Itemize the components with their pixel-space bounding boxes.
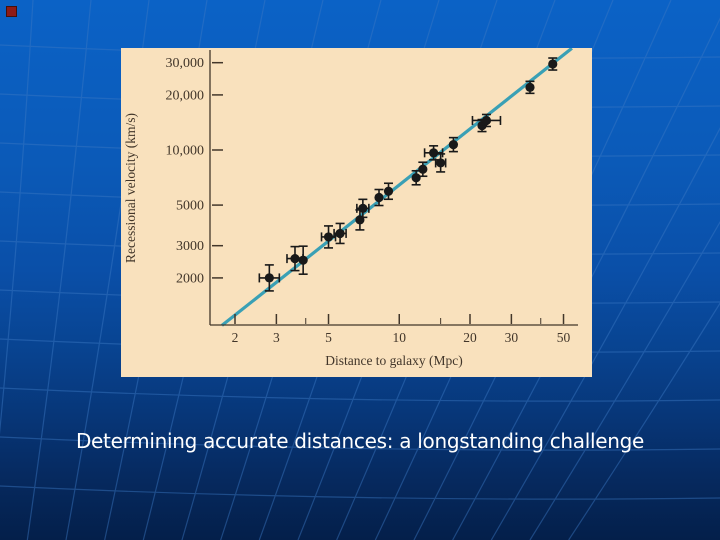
data-point — [548, 57, 558, 71]
x-tick-label: 3 — [273, 330, 280, 345]
x-tick-label: 5 — [325, 330, 332, 345]
x-tick-label: 20 — [463, 330, 477, 345]
data-point — [434, 153, 447, 173]
data-point-dot — [428, 148, 439, 158]
data-point-dot — [358, 203, 368, 213]
data-point — [448, 136, 459, 153]
data-point-dot — [298, 255, 308, 265]
hubble-diagram-chart: 2000 3000 5000 10,000 20,000 30,000 2 3 5 10 20 30 5… — [123, 48, 578, 368]
chart-panel: 2000 3000 5000 10,000 20,000 30,000 2 3 5 10 20 30 5… — [121, 48, 592, 377]
y-tick-label: 20,000 — [166, 88, 205, 103]
data-point-dot — [548, 59, 558, 69]
grid-longitude-line — [490, 127, 720, 540]
data-point-dot — [323, 232, 334, 242]
data-point-dot — [525, 82, 535, 92]
grid-latitude-line — [0, 485, 720, 500]
data-point-dot — [481, 115, 492, 126]
x-axis-title: Distance to galaxy (Mpc) — [325, 353, 463, 368]
data-point-dot — [374, 192, 384, 203]
data-point-dot — [418, 164, 428, 174]
x-tick-label: 50 — [557, 330, 571, 345]
data-point-dot — [290, 254, 300, 264]
data-point — [525, 80, 535, 95]
x-tick-label: 30 — [505, 330, 519, 345]
data-point — [298, 245, 308, 275]
data-point — [333, 222, 347, 245]
y-axis-title: Recessional velocity (km/s) — [123, 113, 138, 263]
y-tick-label: 3000 — [176, 239, 204, 254]
y-tick-label: 10,000 — [166, 144, 205, 159]
grid-latitude-line — [0, 387, 720, 402]
slide-caption: Determining accurate distances: a longst… — [75, 429, 645, 453]
red-bullet-square — [6, 6, 17, 17]
data-point-dot — [335, 228, 345, 239]
y-tick-label: 30,000 — [166, 56, 205, 71]
data-point-dot — [448, 140, 459, 150]
x-tick-label: 10 — [393, 330, 407, 345]
y-tick-label: 2000 — [176, 271, 204, 286]
data-point — [258, 264, 281, 292]
grid-longitude-line — [529, 220, 720, 540]
data-point — [423, 145, 444, 161]
grid-longitude-line — [26, 0, 92, 540]
data-point-dot — [383, 186, 394, 196]
x-tick-label: 2 — [232, 330, 239, 345]
data-point — [471, 113, 502, 128]
data-point-dot — [264, 273, 274, 283]
data-point — [356, 198, 370, 219]
data-point — [418, 161, 428, 178]
grid-latitude-line — [0, 436, 720, 451]
data-point-dot — [436, 158, 446, 168]
data-point-dot — [411, 173, 421, 183]
y-tick-label: 5000 — [176, 199, 204, 214]
data-point — [383, 182, 394, 201]
grid-longitude-line — [452, 17, 720, 540]
grid-longitude-line — [0, 0, 34, 435]
data-point — [374, 188, 384, 207]
fit-line — [220, 48, 573, 327]
grid-longitude-line — [568, 302, 720, 540]
